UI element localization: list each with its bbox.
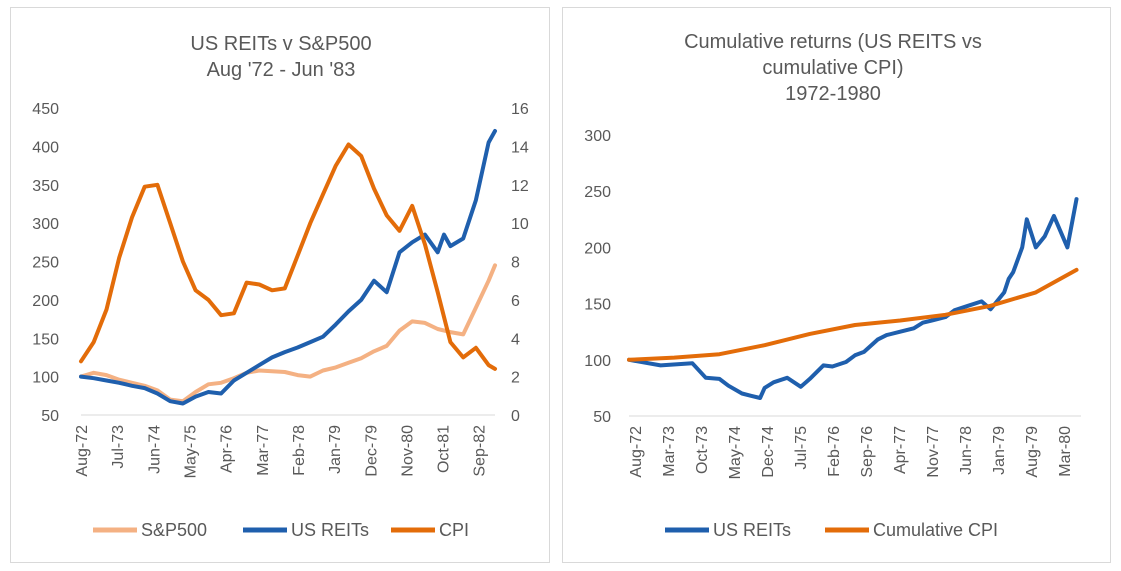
y-tick-label: 50 — [593, 409, 611, 426]
series-line-cpi — [79, 142, 497, 371]
y-tick-label: 250 — [584, 184, 611, 201]
legend-label: S&P500 — [141, 520, 207, 540]
chart-left-title: US REITs v S&P500 — [190, 33, 371, 55]
x-tick-label: May-74 — [727, 426, 744, 479]
chart-left-subtitle: Aug '72 - Jun '83 — [207, 59, 356, 81]
y-left-tick-label: 400 — [32, 139, 59, 156]
chart-panel-right: Cumulative returns (US REITS vs cumulati… — [562, 7, 1111, 563]
y-left-tick-label: 150 — [32, 331, 59, 348]
y-right-tick-label: 6 — [511, 293, 520, 310]
x-tick-label: Mar-73 — [661, 426, 678, 477]
x-tick-label: Nov-77 — [925, 426, 942, 478]
y-right-tick-label: 12 — [511, 178, 529, 195]
y-right-tick-label: 4 — [511, 331, 520, 348]
x-tick-label: Nov-80 — [399, 425, 416, 477]
y-right-tick-label: 0 — [511, 408, 520, 425]
y-tick-label: 200 — [584, 240, 611, 257]
y-right-tick-label: 2 — [511, 370, 520, 387]
y-tick-label: 300 — [584, 128, 611, 145]
x-tick-label: Sep-76 — [859, 426, 876, 478]
x-tick-label: Jan-79 — [991, 426, 1008, 475]
y-tick-label: 150 — [584, 297, 611, 314]
x-tick-label: Apr-76 — [219, 425, 236, 473]
legend-label: US REITs — [291, 520, 369, 540]
legend-label: US REITs — [713, 520, 791, 540]
x-tick-label: Jan-79 — [327, 425, 344, 474]
x-tick-label: Dec-79 — [363, 425, 380, 477]
y-left-tick-label: 100 — [32, 370, 59, 387]
x-tick-label: Dec-74 — [760, 426, 777, 478]
x-tick-label: Apr-77 — [892, 426, 909, 474]
y-left-tick-label: 450 — [32, 101, 59, 118]
y-right-tick-label: 8 — [511, 255, 520, 272]
legend-label: CPI — [439, 520, 469, 540]
y-right-tick-label: 14 — [511, 139, 529, 156]
x-tick-label: Mar-77 — [255, 425, 272, 476]
chart-panel-left: US REITs v S&P500 Aug '72 - Jun '83 50 10… — [10, 7, 550, 563]
series-line-s-p500 — [79, 263, 497, 404]
y-left-tick-label: 200 — [32, 293, 59, 310]
series-line-us-reits — [627, 197, 1079, 400]
series-line-cumulative-cpi — [627, 267, 1079, 362]
legend-label: Cumulative CPI — [873, 520, 998, 540]
x-tick-label: Aug-79 — [1024, 426, 1041, 478]
x-tick-label: Feb-78 — [291, 425, 308, 476]
x-tick-label: May-75 — [182, 425, 199, 478]
y-right-tick-label: 16 — [511, 101, 529, 118]
y-left-tick-label: 300 — [32, 216, 59, 233]
x-tick-label: Jun-78 — [958, 426, 975, 475]
x-tick-label: Sep-82 — [472, 425, 489, 477]
y-tick-label: 100 — [584, 353, 611, 370]
y-left-tick-label: 250 — [32, 255, 59, 272]
chart-right: Cumulative returns (US REITS vs cumulati… — [584, 31, 1081, 540]
chart-right-title: Cumulative returns (US REITS vs — [684, 31, 982, 53]
x-tick-label: Jul-73 — [110, 425, 127, 469]
y-left-tick-label: 350 — [32, 178, 59, 195]
x-tick-label: Aug-72 — [74, 425, 91, 477]
x-tick-label: Jun-74 — [146, 425, 163, 474]
y-left-tick-label: 50 — [41, 408, 59, 425]
x-tick-label: Oct-81 — [436, 425, 453, 473]
chart-left: US REITs v S&P500 Aug '72 - Jun '83 50 10… — [32, 33, 529, 540]
x-tick-label: Jul-75 — [793, 426, 810, 470]
series-line-us-reits — [79, 129, 497, 406]
x-tick-label: Mar-80 — [1057, 426, 1074, 477]
chart-right-subtitle-2: 1972-1980 — [785, 83, 881, 105]
y-right-tick-label: 10 — [511, 216, 529, 233]
chart-right-subtitle: cumulative CPI) — [762, 57, 903, 79]
x-tick-label: Feb-76 — [826, 426, 843, 477]
x-tick-label: Aug-72 — [628, 426, 645, 478]
x-tick-label: Oct-73 — [694, 426, 711, 474]
